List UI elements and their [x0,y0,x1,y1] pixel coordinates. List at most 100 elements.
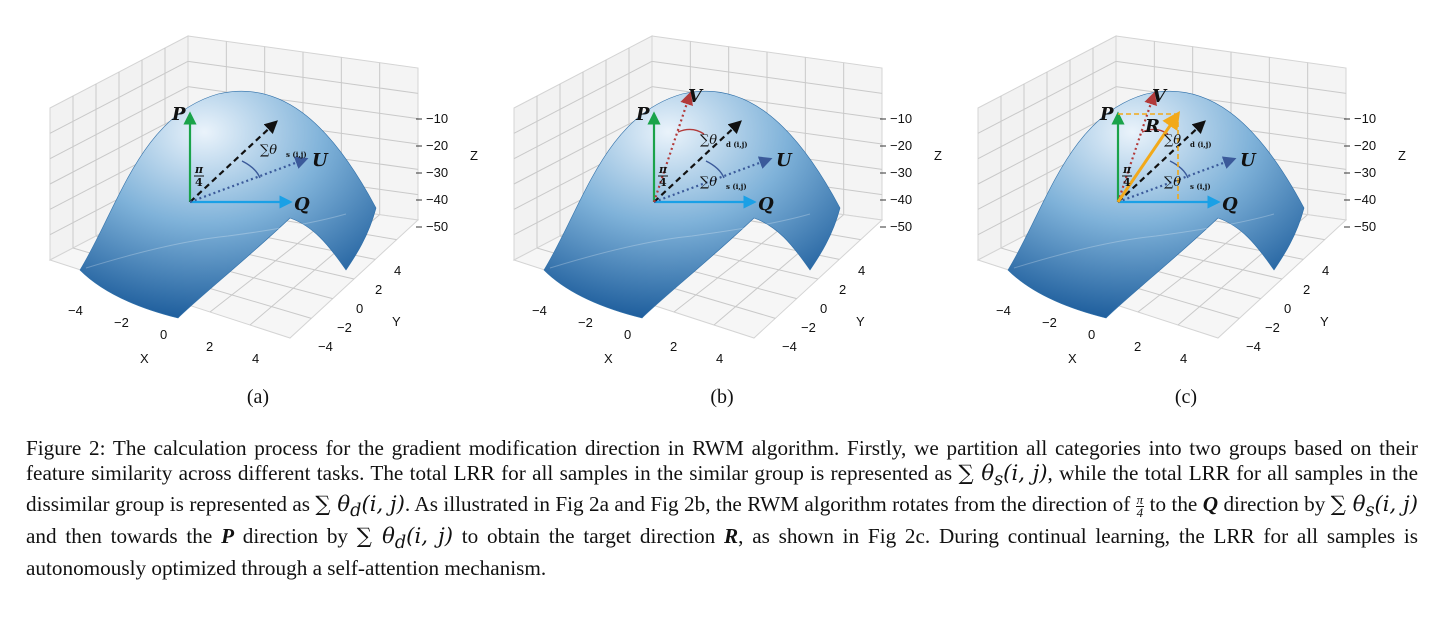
math-Q: Q [1202,492,1219,517]
z-tick-label: −10 [1354,111,1376,126]
x-tick-label: 4 [1180,351,1187,366]
x-tick-label: −4 [68,303,83,318]
x-tick-label: 0 [624,327,631,342]
V-arrow [1116,91,1157,203]
theta-s-sub: s (i,j) [1190,182,1211,191]
theta-d-glyph: ∑θ [1164,133,1181,148]
y-axis: −4 −2 024 Y [1246,263,1329,354]
surface-highlight [85,213,347,269]
V-arrow [652,91,693,203]
label-U: U [776,150,793,171]
z-tick-label: −50 [890,219,912,234]
theta-labels: ∑θ d (i,j) ∑θ s (i,j) [700,133,748,191]
x-tick-label: 4 [716,351,723,366]
z-tick-label: −10 [890,111,912,126]
surface-highlight [549,213,811,269]
x-tick-label: −2 [578,315,593,330]
theta-s-sub: s (i,j) [726,182,747,191]
label-V: V [1152,86,1168,107]
y-tick-label: 0 [820,301,827,316]
vectors [183,111,309,209]
theta-labels: ∑θ s (i,j) [260,143,307,159]
z-axis-label: Z [470,148,478,163]
vectors [1111,91,1237,209]
theta-d-sub: d (i,j) [726,140,748,149]
z-axis: −10 −20 −30 −40 −50 Z [880,111,942,234]
x-tick-label: 4 [252,351,259,366]
y-axis: −4 −2 024 Y [318,263,401,354]
panel-label-a: (a) [246,386,270,408]
x-tick-label: 0 [1088,327,1095,342]
y-axis-label: Y [856,314,865,329]
z-tick-label: −10 [426,111,448,126]
y-tick-label: 2 [375,282,382,297]
caption-text-7: direction by [234,524,357,549]
label-U: U [312,150,329,171]
theta-d-arc [677,128,705,135]
plot-b: −10−20−30−40−50Z−4−2024X−4−2024YPQUVπ4∑θ… [512,35,942,366]
x-axis: −4 −2 0 2 4 X [996,303,1187,366]
pi-glyph: π [658,163,668,176]
y-tick-label: 4 [858,263,865,278]
surface [79,90,377,319]
y-tick-label: 0 [356,301,363,316]
label-P: P [1099,104,1114,125]
z-tick-label: −20 [426,138,448,153]
x-tick-label: 2 [206,339,213,354]
label-V: V [688,86,704,107]
y-tick-label: 2 [1303,282,1310,297]
label-P: P [635,104,650,125]
U-arrow [189,156,309,204]
y-tick-label: 4 [1322,263,1329,278]
math-sum-theta-s-2: ∑ θs(i, j) [1330,491,1418,522]
pi4-label: π4 [1122,163,1132,189]
z-axis-label: Z [1398,148,1406,163]
label-P: P [171,104,186,125]
caption-text-6: and then towards the [26,524,222,549]
caption-text-3: . As illustrated in Fig 2a and Fig 2b, t… [404,492,1136,517]
y-tick-label: −4 [782,339,797,354]
theta-s-arc [241,160,261,179]
figure-caption: Figure 2: The calculation process for th… [26,436,1418,581]
x-axis: −4 −2 0 2 4 X [532,303,723,366]
caption-text-1: Figure 2: The calculation process for th… [26,436,1418,485]
math-sum-theta-d-2: ∑ θd(i, j) [356,523,453,554]
surface [543,90,841,319]
theta-s-sub: s (i,j) [286,150,307,159]
y-axis: −4 −2 024 Y [782,263,865,354]
z-axis: −10 −20 −30 −40 −50 Z [416,111,478,234]
label-U: U [1240,150,1257,171]
theta-s-glyph: ∑θ [260,143,277,158]
z-tick-label: −20 [890,138,912,153]
z-tick-label: −40 [890,192,912,207]
z-tick-label: −30 [890,165,912,180]
caption-text-4: to the [1144,492,1203,517]
y-tick-label: 0 [1284,301,1291,316]
vectors [647,91,773,209]
x-tick-label: 2 [670,339,677,354]
math-sum-theta-s-1: ∑ θs(i, j) [958,459,1048,490]
y-tick-label: −4 [1246,339,1261,354]
y-tick-label: −2 [1265,320,1280,335]
z-tick-label: −40 [426,192,448,207]
x-tick-label: −2 [1042,315,1057,330]
z-axis: −10 −20 −30 −40 −50 Z [1344,111,1406,234]
math-R: R [724,524,739,549]
U-arrow [653,156,773,204]
theta-labels: ∑θ d (i,j) ∑θ s (i,j) [1164,133,1212,191]
pi4-label: π4 [658,163,668,189]
z-tick-label: −30 [426,165,448,180]
plot-c: −10−20−30−40−50Z−4−2024X−4−2024YPQUVRπ4∑… [976,35,1406,366]
label-Q: Q [758,194,774,215]
surface [1007,90,1305,319]
label-R: R [1144,116,1160,137]
theta-s-glyph: ∑θ [1164,175,1181,190]
y-tick-label: −4 [318,339,333,354]
z-tick-label: −40 [1354,192,1376,207]
caption-text-9: , as shown in Fig 2c. During continual l… [26,524,1418,581]
pi-glyph: π [194,163,204,176]
caption-text-5: direction by [1218,492,1331,517]
